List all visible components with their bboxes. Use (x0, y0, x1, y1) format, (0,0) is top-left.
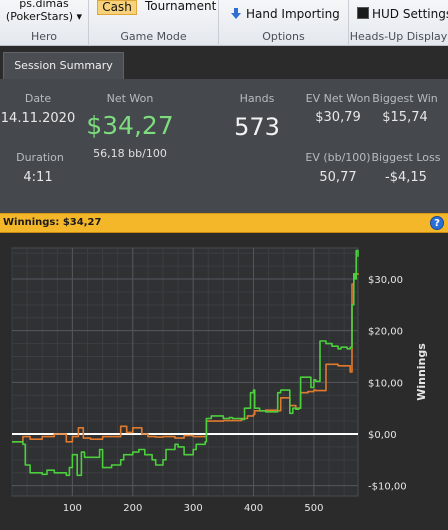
y-tick-label: $0,00 (368, 430, 397, 441)
x-tick-label: 400 (244, 503, 263, 514)
hud-icon (357, 7, 369, 19)
y-axis-label: Winnings (415, 343, 428, 401)
ev-bb100-label: EV (bb/100) (305, 151, 371, 164)
winnings-chart-area: -$10,00 $0,00 $10,00 $20,00 $30,00 100 200 300… (0, 234, 448, 526)
options-caption: Options (262, 30, 305, 43)
hero-group: ps.dimas (PokerStars) ▾ Hero (0, 0, 89, 46)
x-tick-label: 100 (63, 503, 82, 514)
net-won-line (12, 249, 359, 477)
duration-value: 4:11 (23, 170, 53, 185)
hand-importing-button[interactable]: Hand Importing (231, 7, 340, 21)
biggest-loss-label: Biggest Loss (371, 151, 441, 164)
options-group: Hand Importing Options (219, 0, 349, 46)
net-won-value: $34,27 (86, 111, 174, 140)
cash-button[interactable]: Cash (97, 0, 137, 15)
hud-settings-button[interactable]: HUD Settings (357, 7, 448, 21)
game-mode-caption: Game Mode (120, 30, 187, 43)
hand-importing-label: Hand Importing (246, 7, 340, 21)
hero-caption: Hero (30, 30, 58, 43)
y-tick-label: $30,00 (368, 275, 403, 286)
ribbon-toolbar: ps.dimas (PokerStars) ▾ Hero Cash Tourna… (0, 0, 448, 46)
hero-site-dropdown[interactable]: (PokerStars) ▾ (5, 10, 83, 23)
biggest-loss-value: -$4,15 (385, 170, 427, 185)
help-icon[interactable]: ? (430, 216, 444, 230)
biggest-win-label: Biggest Win (372, 92, 438, 105)
y-tick-label: $20,00 (368, 327, 403, 338)
session-summary-panel: Date 14.11.2020 Duration 4:11 Net Won $3… (0, 79, 448, 213)
winnings-text: Winnings: $34,27 (3, 217, 102, 228)
date-label: Date (24, 92, 52, 105)
y-tick-label: -$10,00 (368, 482, 407, 493)
ev-net-won-label: EV Net Won (305, 92, 371, 105)
ev-net-won-value: $30,79 (315, 110, 361, 125)
x-tick-label: 500 (304, 503, 323, 514)
bb100-value: 56,18 bb/100 (93, 147, 167, 160)
winnings-chart: -$10,00 $0,00 $10,00 $20,00 $30,00 100 200 300… (11, 247, 428, 514)
hud-settings-label: HUD Settings (372, 7, 448, 21)
game-mode-group: Cash Tournament Game Mode (89, 0, 219, 46)
tournament-button[interactable]: Tournament (145, 0, 217, 13)
x-tick-label: 300 (184, 503, 203, 514)
tab-bar: Session Summary (0, 47, 448, 79)
duration-label: Duration (16, 151, 64, 164)
ev-winnings-line (12, 273, 359, 443)
ev-bb100-value: 50,77 (319, 170, 357, 185)
hands-label: Hands (239, 92, 275, 105)
tab-session-summary[interactable]: Session Summary (3, 52, 124, 79)
hands-value: 573 (234, 113, 280, 141)
winnings-bar: Winnings: $34,27 ? (0, 213, 448, 233)
hero-name[interactable]: ps.dimas (19, 0, 69, 10)
net-won-label: Net Won (106, 92, 154, 105)
y-tick-label: $10,00 (368, 378, 403, 389)
x-tick-label: 200 (123, 503, 142, 514)
plot-area (11, 247, 359, 497)
date-value: 14.11.2020 (0, 111, 76, 126)
biggest-win-value: $15,74 (382, 110, 428, 125)
hud-caption: Heads-Up Display (349, 30, 448, 43)
hud-group: HUD Settings Heads-Up Display (349, 0, 448, 46)
arrow-down-icon (231, 8, 241, 19)
